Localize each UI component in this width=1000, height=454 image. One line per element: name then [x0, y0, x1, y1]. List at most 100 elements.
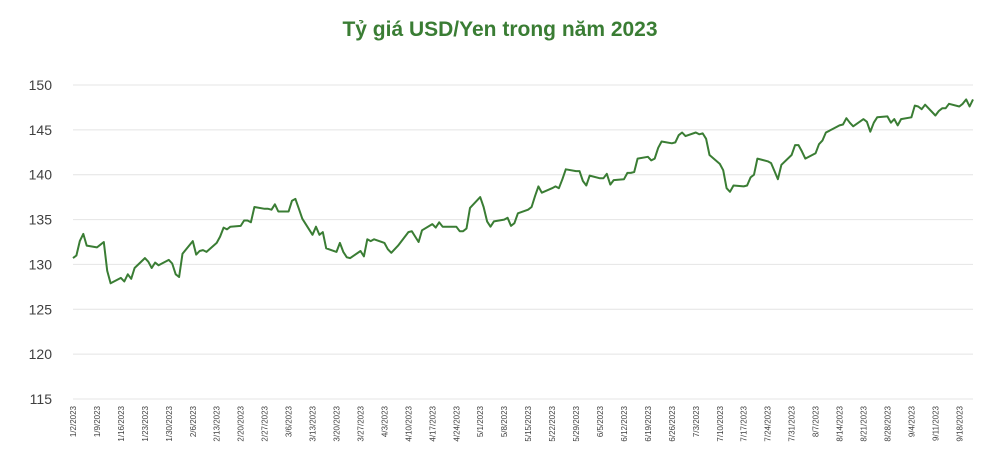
- data-point: [219, 236, 221, 238]
- data-point: [647, 156, 649, 158]
- data-point: [842, 124, 844, 126]
- data-point: [445, 226, 447, 228]
- data-point: [373, 238, 375, 240]
- data-point: [336, 251, 338, 253]
- data-point: [934, 115, 936, 117]
- data-point: [767, 160, 769, 162]
- x-tick-label: 3/20/2023: [332, 405, 341, 441]
- x-tick-label: 1/2/2023: [69, 405, 78, 437]
- data-point: [82, 233, 84, 235]
- x-tick-label: 3/6/2023: [285, 405, 294, 437]
- data-point: [490, 226, 492, 228]
- data-point: [869, 131, 871, 133]
- data-point: [271, 209, 273, 211]
- data-point: [96, 246, 98, 248]
- data-point: [606, 173, 608, 175]
- data-point: [250, 221, 252, 223]
- x-tick-label: 4/10/2023: [404, 405, 413, 441]
- data-point: [130, 278, 132, 280]
- data-point: [438, 221, 440, 223]
- data-point: [671, 142, 673, 144]
- data-point: [370, 240, 372, 242]
- x-tick-label: 5/1/2023: [476, 405, 485, 437]
- data-point: [821, 140, 823, 142]
- x-tick-label: 8/28/2023: [883, 405, 892, 441]
- data-point: [575, 170, 577, 172]
- data-point: [151, 267, 153, 269]
- data-point: [274, 203, 276, 205]
- data-point: [914, 105, 916, 107]
- data-point: [900, 118, 902, 120]
- data-point: [243, 220, 245, 222]
- data-point: [171, 263, 173, 265]
- y-tick-label: 135: [29, 212, 53, 228]
- data-point: [798, 144, 800, 146]
- data-point: [777, 178, 779, 180]
- data-point: [873, 122, 875, 124]
- data-point: [637, 158, 639, 160]
- data-point: [110, 282, 112, 284]
- data-point: [442, 226, 444, 228]
- x-tick-label: 8/7/2023: [812, 405, 821, 437]
- data-point: [312, 234, 314, 236]
- x-tick-label: 9/18/2023: [955, 405, 964, 441]
- data-point: [127, 273, 129, 275]
- data-point: [390, 252, 392, 254]
- data-point: [144, 257, 146, 259]
- data-point: [120, 277, 122, 279]
- y-tick-label: 130: [29, 256, 53, 272]
- x-tick-label: 5/15/2023: [524, 405, 533, 441]
- data-point: [86, 245, 88, 247]
- data-point: [192, 240, 194, 242]
- x-tick-label: 2/20/2023: [237, 405, 246, 441]
- data-point: [346, 256, 348, 258]
- data-point: [486, 220, 488, 222]
- data-point: [147, 261, 149, 263]
- series-line: [72, 98, 974, 285]
- data-point: [756, 158, 758, 160]
- data-point: [681, 132, 683, 134]
- data-point: [551, 187, 553, 189]
- data-point: [845, 117, 847, 119]
- data-point: [414, 236, 416, 238]
- data-point: [72, 257, 74, 259]
- data-point: [791, 154, 793, 156]
- data-point: [866, 121, 868, 123]
- data-point: [103, 241, 105, 243]
- data-point: [301, 218, 303, 220]
- data-point: [746, 185, 748, 187]
- data-point: [339, 242, 341, 244]
- data-point: [924, 104, 926, 106]
- data-point: [589, 175, 591, 177]
- data-point: [503, 219, 505, 221]
- data-point: [534, 195, 536, 197]
- y-tick-label: 115: [30, 391, 53, 407]
- x-tick-label: 7/3/2023: [692, 405, 701, 437]
- x-tick-label: 4/3/2023: [380, 405, 389, 437]
- data-point: [839, 124, 841, 126]
- data-point: [582, 180, 584, 182]
- data-point: [264, 208, 266, 210]
- data-point: [315, 226, 317, 228]
- y-tick-label: 145: [29, 122, 53, 138]
- data-point: [223, 227, 225, 229]
- x-tick-label: 7/24/2023: [764, 405, 773, 441]
- x-tick-label: 1/30/2023: [165, 405, 174, 441]
- y-tick-label: 120: [29, 346, 53, 362]
- x-tick-label: 5/22/2023: [548, 405, 557, 441]
- x-tick-label: 8/21/2023: [859, 405, 868, 441]
- data-point: [685, 135, 687, 137]
- data-point: [650, 159, 652, 161]
- x-tick-label: 9/11/2023: [931, 405, 940, 441]
- data-point: [962, 103, 964, 105]
- data-point: [469, 207, 471, 209]
- data-point: [123, 281, 125, 283]
- data-point: [661, 141, 663, 143]
- data-point: [158, 264, 160, 266]
- data-point: [531, 206, 533, 208]
- x-tick-label: 7/10/2023: [716, 405, 725, 441]
- data-point: [418, 241, 420, 243]
- data-point: [561, 178, 563, 180]
- data-point: [770, 162, 772, 164]
- data-point: [195, 254, 197, 256]
